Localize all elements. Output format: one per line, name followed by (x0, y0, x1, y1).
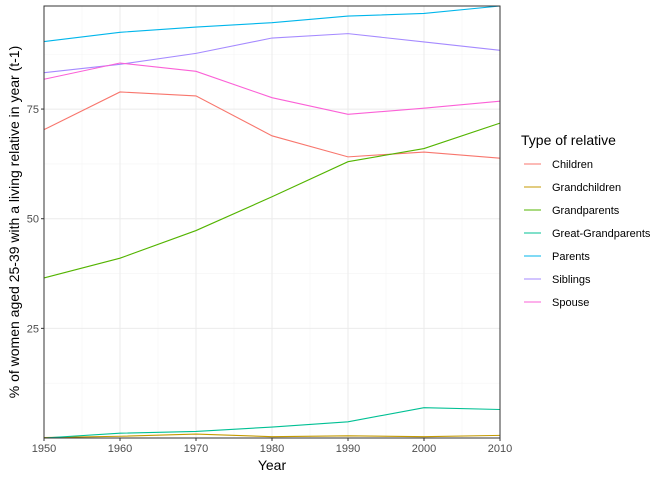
y-tick-label: 50 (27, 214, 39, 226)
legend-label-children: Children (552, 159, 593, 171)
legend-items: Children Grandchildren Grandparents Great-G… (524, 159, 651, 309)
legend-label-great-grandparents: Great-Grandparents (552, 228, 651, 240)
x-tick-label: 1970 (184, 443, 208, 455)
legend-label-spouse: Spouse (552, 297, 589, 309)
x-axis-ticks: 1950 1960 1970 1980 1990 2000 2010 (32, 438, 512, 455)
series-lines (43, 5, 501, 439)
x-axis-title: Year (258, 457, 287, 473)
legend-label-grandchildren: Grandchildren (552, 182, 621, 194)
x-tick-label: 2000 (412, 443, 436, 455)
y-tick-label: 75 (27, 104, 39, 116)
y-axis-title: % of women aged 25-39 with a living rela… (6, 46, 22, 399)
x-tick-label: 1980 (260, 443, 284, 455)
series-line-great-grandparents (43, 407, 501, 439)
legend-label-siblings: Siblings (552, 274, 591, 286)
y-tick-label: 25 (27, 323, 39, 335)
grid (43, 6, 501, 438)
y-axis-ticks: 25 50 75 (27, 104, 44, 335)
series-line-parents (43, 5, 501, 43)
series-line-spouse (43, 62, 501, 115)
x-tick-label: 1990 (336, 443, 360, 455)
x-tick-label: 1950 (32, 443, 56, 455)
x-tick-label: 1960 (108, 443, 132, 455)
legend: Type of relative Children Grandchildren Gr… (521, 132, 651, 309)
legend-label-grandparents: Grandparents (552, 205, 620, 217)
series-line-siblings (43, 33, 501, 74)
x-tick-label: 2010 (488, 443, 512, 455)
series-line-children (43, 91, 501, 159)
series-line-grandparents (43, 122, 501, 279)
legend-title: Type of relative (521, 132, 616, 148)
legend-label-parents: Parents (552, 251, 590, 263)
series-line-grandchildren (43, 433, 501, 439)
